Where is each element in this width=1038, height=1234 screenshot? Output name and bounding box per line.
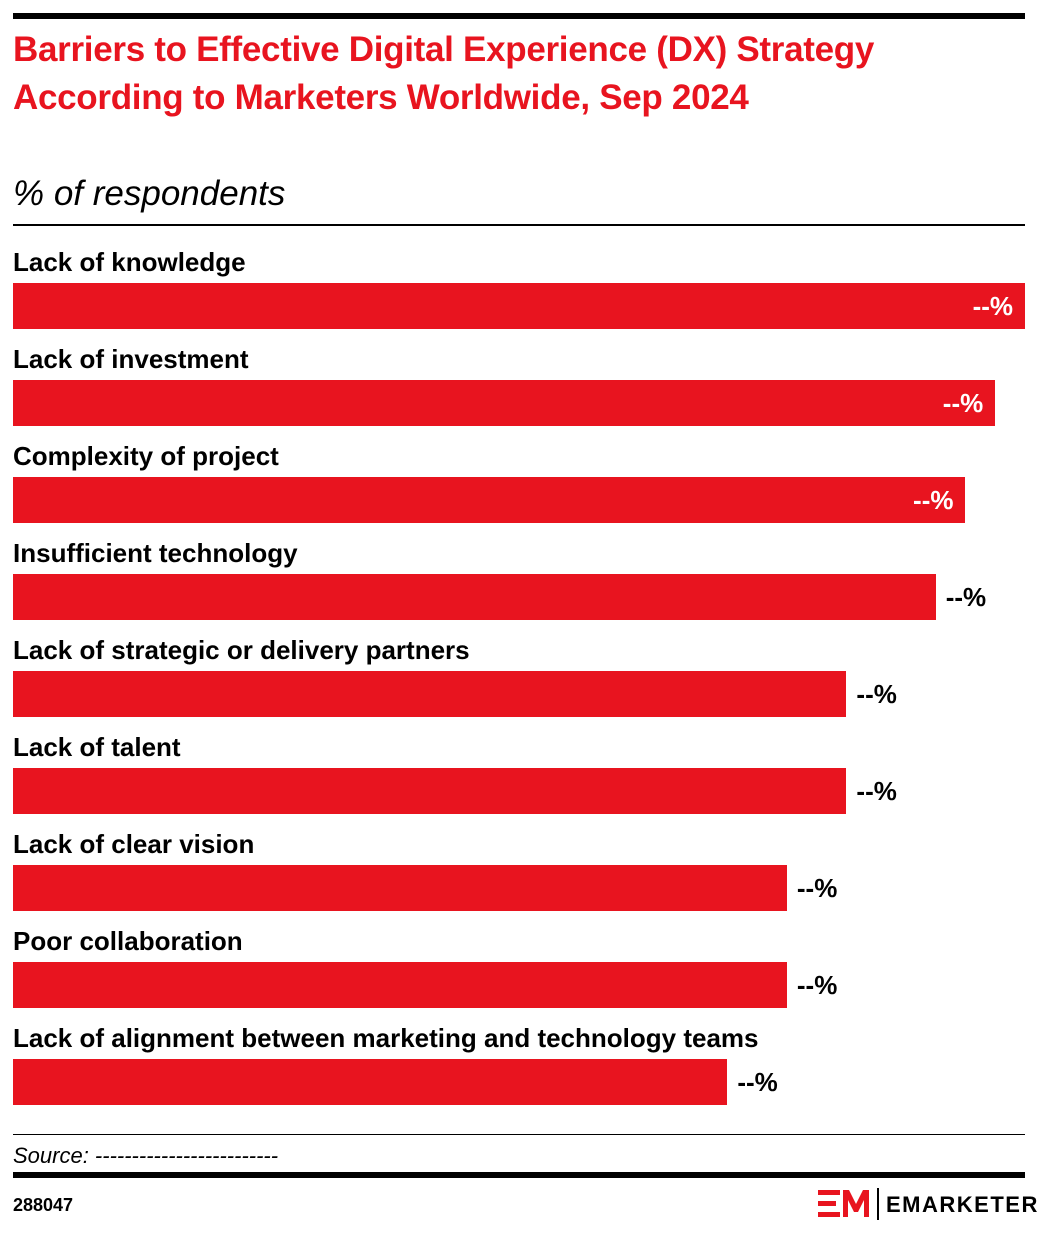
value-label: --%	[945, 582, 987, 612]
chart-title: Barriers to Effective Digital Experience…	[13, 30, 875, 117]
bar	[13, 671, 847, 717]
chart-subtitle: % of respondents	[13, 174, 286, 213]
top-rule	[13, 13, 1025, 19]
footer-rule	[13, 1134, 1025, 1135]
category-label: Lack of investment	[13, 344, 249, 374]
category-label: Lack of strategic or delivery partners	[13, 635, 470, 665]
bar	[13, 1059, 728, 1105]
category-label: Lack of talent	[13, 732, 181, 762]
value-label: --%	[856, 776, 897, 806]
value-label: --%	[942, 388, 984, 418]
category-label: Lack of clear vision	[13, 829, 255, 859]
bar	[13, 865, 787, 911]
header-rule	[13, 224, 1025, 226]
bar	[13, 574, 936, 620]
bar	[13, 768, 847, 814]
category-label: Lack of knowledge	[13, 247, 246, 277]
value-label: --%	[796, 873, 838, 903]
bar	[13, 477, 966, 523]
bottom-rule	[13, 1172, 1025, 1178]
chart-id: 288047	[13, 1195, 74, 1215]
brand-logo	[818, 1188, 879, 1220]
value-label: --%	[737, 1067, 778, 1097]
value-label: --%	[972, 291, 1013, 321]
value-label: --%	[913, 485, 954, 515]
bar	[13, 283, 1025, 329]
source-note: Source: -------------------------	[13, 1143, 279, 1168]
category-label: Poor collaboration	[13, 926, 243, 956]
bar	[13, 962, 787, 1008]
category-label: Lack of alignment between marketing and …	[13, 1023, 759, 1053]
category-label: Insufficient technology	[13, 538, 298, 568]
brand-name: EMARKETER	[886, 1192, 1038, 1217]
value-label: --%	[796, 970, 838, 1000]
category-label: Complexity of project	[13, 441, 279, 471]
value-label: --%	[856, 679, 897, 709]
bar	[13, 380, 996, 426]
